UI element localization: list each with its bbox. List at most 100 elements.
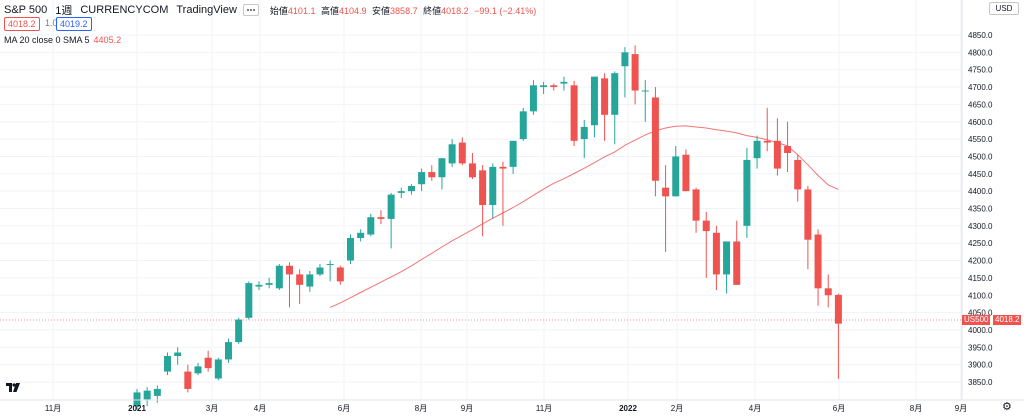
time-tick-label: 11月 <box>45 404 61 413</box>
more-dots-icon[interactable] <box>242 4 259 16</box>
indicator-legend[interactable]: MA 20 close 0 SMA 5 4405.2 <box>4 35 121 45</box>
candle-body <box>621 52 629 67</box>
candle <box>285 262 293 308</box>
candle <box>529 80 537 115</box>
low-value: 3858.7 <box>390 5 418 16</box>
candle <box>570 80 578 147</box>
candle-body <box>834 294 842 324</box>
candle <box>773 118 781 176</box>
candle <box>397 187 405 199</box>
time-tick-label: 11月 <box>536 404 552 413</box>
ohlc-readout: 始値4101.1 高値4104.9 安値3858.7 終値4018.2 −99.… <box>267 4 536 17</box>
candle <box>540 81 548 94</box>
candle <box>702 211 710 278</box>
candle-body <box>560 81 568 84</box>
candle <box>814 229 822 306</box>
candle <box>204 350 212 372</box>
price-tick-label: 3850.0 <box>968 378 993 387</box>
candle <box>743 147 751 238</box>
close-label: 終値 <box>423 5 442 16</box>
sell-price-button[interactable]: 4018.2 <box>4 17 40 31</box>
price-tick-label: 4800.0 <box>968 48 993 57</box>
high-value: 4104.9 <box>338 5 367 16</box>
candle <box>367 213 375 237</box>
price-axis-ticks: 3850.0 3900.0 3950.0 4000.0 4050.0 4100.0 4150… <box>968 31 993 387</box>
candle <box>316 264 324 277</box>
candle <box>479 165 487 237</box>
candle-body <box>184 371 192 389</box>
candle <box>631 45 639 105</box>
candle-body <box>692 189 700 221</box>
time-tick-label: 2月 <box>671 404 683 413</box>
candle-body <box>377 217 385 219</box>
candle-body <box>509 140 517 167</box>
candle-body <box>468 163 476 178</box>
price-tick-label: 4200.0 <box>968 257 993 266</box>
open-label: 始値 <box>269 5 288 16</box>
candle <box>662 165 670 252</box>
candle-body <box>519 111 527 140</box>
candle <box>621 47 629 98</box>
candle-body <box>601 78 609 115</box>
candle-body <box>346 237 354 261</box>
time-tick-label: 8月 <box>415 404 427 413</box>
candle <box>184 364 192 393</box>
candle-body <box>804 189 812 240</box>
candle-body <box>275 265 283 289</box>
candle <box>163 352 171 376</box>
candle-body <box>489 166 497 206</box>
candle <box>143 387 151 407</box>
time-tick-label: 8月 <box>910 404 922 413</box>
candle-body <box>296 274 304 285</box>
candle-body <box>479 170 487 206</box>
low-label: 安値 <box>372 5 391 16</box>
candle-body <box>174 352 182 356</box>
price-tick-label: 3950.0 <box>968 343 993 352</box>
candle <box>733 220 741 285</box>
platform-label: TradingView <box>176 4 237 16</box>
interval-label[interactable]: 1週 <box>55 5 73 17</box>
candle <box>723 241 731 294</box>
price-axis-area[interactable] <box>962 0 1024 400</box>
candle-body <box>285 265 293 275</box>
candle <box>418 168 426 192</box>
gear-icon[interactable]: ⚙ <box>1002 401 1012 413</box>
candle-body <box>529 85 537 112</box>
candle-body <box>407 185 415 192</box>
candle-body <box>245 283 253 318</box>
buy-price-button[interactable]: 4019.2 <box>56 17 92 31</box>
time-tick-label: 9月 <box>955 404 967 413</box>
candle <box>682 149 690 192</box>
time-tick-label: 9月 <box>461 404 473 413</box>
candle <box>357 229 365 242</box>
close-value: 4018.2 <box>441 5 469 16</box>
time-tick-label: 6月 <box>338 404 350 413</box>
candle-body <box>235 319 243 343</box>
price-tick-label: 4450.0 <box>968 170 993 179</box>
candle-body <box>255 284 263 287</box>
chart-header: S&P 500 1週 CURRENCYCOM TradingView 始値410… <box>4 3 536 17</box>
candle <box>133 388 141 410</box>
currency-button[interactable]: USD <box>989 2 1019 15</box>
candle <box>428 165 436 181</box>
candle-body <box>672 156 680 197</box>
price-tick-label: 4350.0 <box>968 205 993 214</box>
time-axis-ticks[interactable]: 11月 2021 3月 4月 6月 8月 9月 11月 2022 2月 4月 6月 8月 9月 <box>45 404 967 413</box>
candle <box>763 107 771 152</box>
price-tick-label: 4850.0 <box>968 31 993 40</box>
candle-body <box>265 283 273 285</box>
candle-body <box>387 194 395 219</box>
candle <box>651 87 659 197</box>
candle <box>255 281 263 291</box>
candle <box>265 277 273 289</box>
candle <box>611 71 619 145</box>
candle-body <box>336 267 344 282</box>
symbol-title[interactable]: S&P 500 <box>4 4 48 16</box>
candle-body <box>204 357 212 369</box>
tradingview-logo-icon[interactable] <box>6 383 20 392</box>
candle <box>326 260 334 282</box>
candle-body <box>773 140 781 169</box>
candle-body <box>550 85 558 88</box>
candle <box>245 281 253 320</box>
